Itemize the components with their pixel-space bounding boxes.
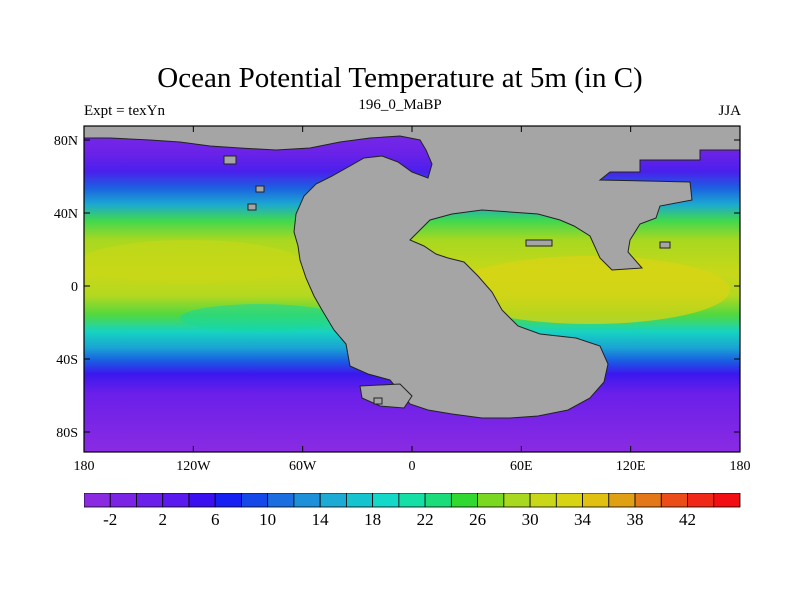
colorbar-label: 2	[158, 510, 167, 529]
map-title: Ocean Potential Temperature at 5m (in C)	[157, 62, 643, 94]
x-axis: 180 120W 60W 0 60E 120E 180	[74, 126, 751, 474]
cold-tongue	[180, 304, 340, 332]
island	[659, 241, 671, 249]
y-tick-label: 40N	[54, 207, 78, 222]
x-tick-label: 0	[409, 459, 416, 474]
island	[247, 203, 257, 211]
x-tick-label: 60E	[510, 459, 533, 474]
colorbar-box	[319, 493, 347, 508]
x-tick-label: 60W	[289, 459, 317, 474]
colorbar-box	[109, 493, 137, 508]
island	[525, 239, 553, 247]
southern-land	[359, 383, 413, 409]
colorbar-box	[582, 493, 610, 508]
colorbar-box	[345, 493, 374, 508]
island	[373, 397, 383, 405]
island	[223, 155, 237, 165]
x-tick-label: 180	[730, 459, 751, 474]
colorbar-box	[503, 493, 531, 508]
colorbar-box	[241, 493, 269, 508]
colorbar-box	[608, 493, 636, 508]
colorbar-box	[687, 493, 715, 508]
season-label: JJA	[718, 103, 741, 119]
colorbar-box	[372, 493, 400, 508]
colorbar-label: 30	[522, 510, 539, 529]
colorbar-box	[713, 493, 741, 508]
colorbar-box	[450, 493, 478, 508]
colorbar-box	[398, 493, 426, 508]
y-tick-label: 40S	[56, 353, 78, 368]
colorbar-label: 26	[469, 510, 486, 529]
colorbar-label: 22	[417, 510, 434, 529]
colorbar-box	[162, 493, 190, 508]
colorbar-label: 34	[574, 510, 592, 529]
island	[255, 185, 265, 193]
colorbar-box	[136, 493, 164, 508]
warm-pool	[450, 256, 730, 324]
colorbar-box	[84, 493, 111, 508]
colorbar-label: 18	[364, 510, 381, 529]
land-mass	[84, 126, 740, 419]
colorbar-box	[555, 493, 583, 508]
colorbar-label: 38	[627, 510, 644, 529]
colorbar-box	[293, 493, 321, 508]
colorbar-box	[424, 493, 452, 508]
experiment-label: Expt = texYn	[84, 103, 165, 119]
x-tick-label: 120W	[176, 459, 211, 474]
colorbar-box	[214, 493, 242, 508]
y-tick-label: 80S	[56, 426, 78, 441]
colorbar-box	[477, 493, 505, 508]
equatorial-band	[84, 240, 300, 284]
y-tick-label: 80N	[54, 134, 78, 149]
colorbar-label: 14	[312, 510, 330, 529]
colorbar-box	[267, 493, 295, 508]
colorbar-box	[634, 493, 662, 508]
x-tick-label: 180	[74, 459, 95, 474]
colorbar-box	[529, 493, 557, 508]
colorbar-label: 42	[679, 510, 696, 529]
colorbar-label: 10	[259, 510, 276, 529]
colorbar: -2 2 6 10 14 18 22 26 30 34 38 42	[84, 493, 741, 529]
y-axis: 80N 40N 0 40S 80S	[54, 134, 740, 441]
colorbar-box	[188, 493, 216, 508]
y-tick-label: 0	[71, 280, 78, 295]
x-tick-label: 120E	[616, 459, 646, 474]
time-label: 196_0_MaBP	[358, 97, 442, 113]
colorbar-label: -2	[103, 510, 117, 529]
colorbar-label: 6	[211, 510, 220, 529]
colorbar-box	[660, 493, 688, 508]
